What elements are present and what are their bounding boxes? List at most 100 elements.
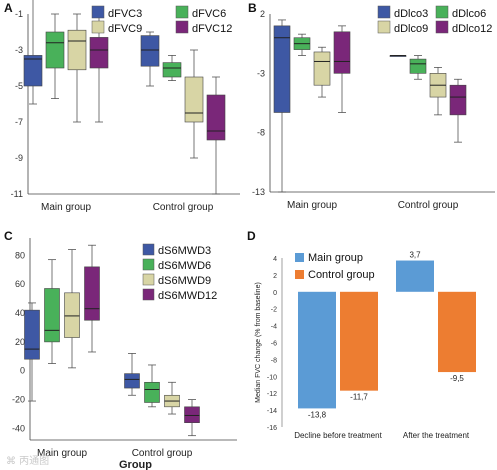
box-ds6mwd12 <box>184 406 200 423</box>
legend-label: dFVC9 <box>108 23 142 35</box>
y-tick-label: 0 <box>20 366 25 376</box>
legend-label: dDlco12 <box>452 23 492 35</box>
legend-label: dS6MWD6 <box>158 260 211 272</box>
box-dfvc6 <box>162 62 182 78</box>
box-ds6mwd9 <box>64 292 80 338</box>
box-dfvc9 <box>67 29 87 71</box>
legend-label: dS6MWD3 <box>158 245 211 257</box>
y-tick-label: -10 <box>267 374 277 381</box>
y-tick-label: 80 <box>15 250 25 260</box>
panel-letter-a: A <box>4 1 13 15</box>
legend-label: dFVC12 <box>192 23 232 35</box>
y-tick-label: -9 <box>15 153 23 163</box>
y-tick-label: -12 <box>267 391 277 398</box>
box-ds6mwd3 <box>24 309 40 360</box>
y-tick-label: -16 <box>267 425 277 432</box>
y-tick-label: 4 <box>273 256 277 263</box>
legend-label: dFVC6 <box>192 8 226 20</box>
panel-letter-c: C <box>4 229 13 243</box>
box-ddlco9 <box>313 51 331 86</box>
y-tick-label: 2 <box>273 273 277 280</box>
bar-control-group <box>438 291 476 373</box>
y-tick-label: -7 <box>15 117 23 127</box>
legend-label: dDlco3 <box>394 8 428 20</box>
y-tick-label: -14 <box>267 408 277 415</box>
box-dfvc3 <box>23 55 43 87</box>
legend-swatch <box>435 5 449 19</box>
box-dfvc9 <box>184 76 204 123</box>
box-ds6mwd3 <box>124 373 140 389</box>
legend-swatch <box>142 258 155 271</box>
legend-label: dS6MWD9 <box>158 275 211 287</box>
y-tick-label: -1 <box>15 9 23 19</box>
x-category-label: Main group <box>37 448 87 459</box>
x-category-label: Control group <box>153 202 214 213</box>
y-tick-label: -3 <box>15 45 23 55</box>
x-category-label: Control group <box>132 448 193 459</box>
y-tick-label: -6 <box>271 341 277 348</box>
y-tick-label: 2 <box>260 9 265 19</box>
box-dfvc12 <box>89 37 109 69</box>
y-tick-label: -4 <box>271 324 277 331</box>
legend-swatch <box>91 5 105 19</box>
legend-label: dS6MWD12 <box>158 290 217 302</box>
x-axis-title: Group <box>119 459 152 470</box>
y-tick-label: 60 <box>15 279 25 289</box>
legend-swatch <box>142 288 155 301</box>
box-ddlco12 <box>449 84 467 116</box>
y-tick-label: -8 <box>257 128 265 138</box>
box-ddlco3 <box>273 25 291 113</box>
legend-swatch <box>295 253 304 262</box>
box-dfvc6 <box>45 31 65 69</box>
legend-swatch <box>377 5 391 19</box>
legend-swatch <box>175 5 189 19</box>
y-tick-label: -40 <box>12 423 25 433</box>
legend-swatch <box>142 243 155 256</box>
x-category-label: Decline before treatment <box>294 431 382 440</box>
legend-swatch <box>142 273 155 286</box>
legend-label: Main group <box>308 252 363 264</box>
panel-letter-d: D <box>247 229 256 243</box>
y-tick-label: -20 <box>12 395 25 405</box>
watermark-text: ⌘ 丙通图 <box>6 456 50 467</box>
x-category-label: Control group <box>398 200 459 211</box>
y-tick-label: -3 <box>257 68 265 78</box>
x-category-label: After the treatment <box>403 431 470 440</box>
bar-value-label: -13,8 <box>308 410 327 419</box>
legend-label: dFVC3 <box>108 8 142 20</box>
bar-value-label: 3,7 <box>409 251 421 260</box>
box-ddlco6 <box>409 58 427 74</box>
legend-swatch <box>377 20 391 34</box>
y-tick-label: -11 <box>11 189 23 199</box>
legend-label: Control group <box>308 269 375 281</box>
box-ds6mwd6 <box>144 381 160 403</box>
legend-label: dDlco6 <box>452 8 486 20</box>
y-tick-label: -5 <box>15 81 23 91</box>
panel-letter-b: B <box>248 1 257 15</box>
box-dfvc3 <box>140 35 160 67</box>
bar-value-label: -9,5 <box>450 374 464 383</box>
legend-label: dDlco9 <box>394 23 428 35</box>
y-tick-label: 40 <box>15 308 25 318</box>
bar-control-group <box>340 291 378 391</box>
y-axis-title: Median FVC change (% from baseline) <box>255 282 262 403</box>
bar-main-group <box>396 260 434 292</box>
y-tick-label: 20 <box>15 337 25 347</box>
box-ds6mwd12 <box>84 266 100 321</box>
y-tick-label: -8 <box>271 357 277 364</box>
bar-value-label: -11,7 <box>350 393 368 402</box>
legend-swatch <box>295 270 304 279</box>
box-ddlco12 <box>333 31 351 74</box>
bar-main-group <box>298 291 336 409</box>
y-tick-label: 0 <box>273 290 277 297</box>
x-category-label: Main group <box>287 200 337 211</box>
legend-swatch <box>175 20 189 34</box>
legend-swatch <box>435 20 449 34</box>
y-tick-label: -2 <box>271 307 277 314</box>
box-dfvc12 <box>206 94 226 141</box>
box-ds6mwd6 <box>44 288 60 343</box>
y-tick-label: -13 <box>252 187 265 197</box>
x-category-label: Main group <box>41 202 91 213</box>
legend-swatch <box>91 20 105 34</box>
